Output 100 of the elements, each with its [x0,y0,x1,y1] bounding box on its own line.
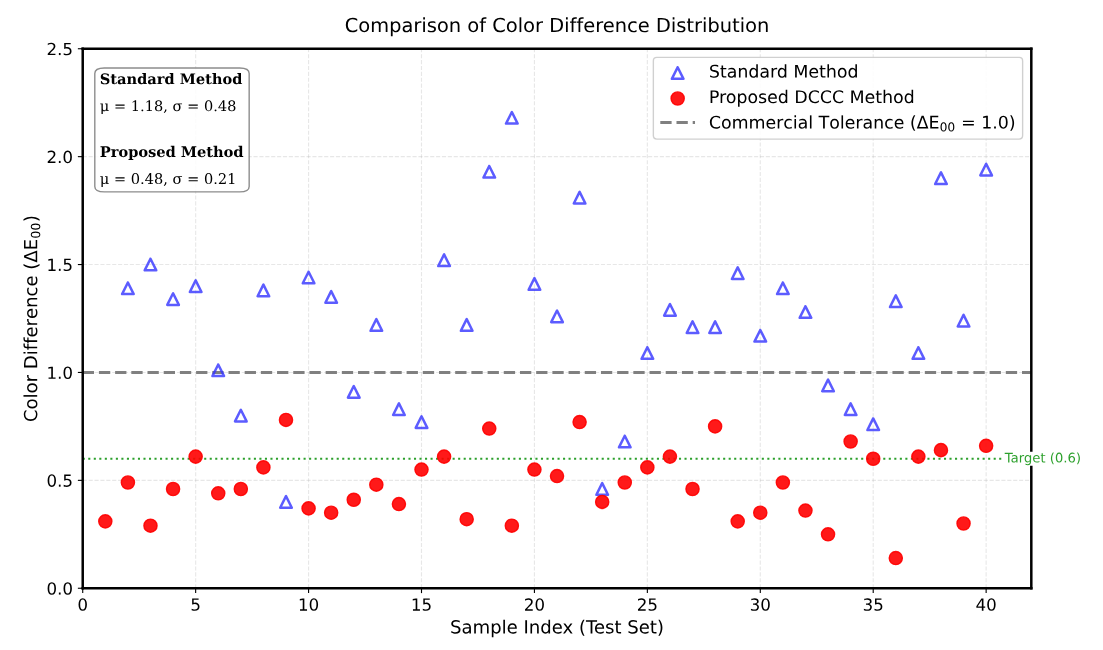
point [707,419,723,434]
point [233,481,249,497]
y-tick-label: 1.0 [48,366,72,380]
point [640,345,655,361]
annotation: Standard Method [100,73,243,85]
y-tick-label: 2.5 [47,42,72,56]
x-tick-label: 15 [412,598,431,611]
point [730,266,745,281]
point [391,402,406,417]
point [617,434,632,449]
point [956,516,971,531]
point [437,253,452,268]
x-tick-label: 5 [191,598,200,611]
point [233,408,248,423]
point [481,421,497,436]
point [414,415,429,430]
point [595,481,610,497]
point [798,503,813,518]
point [278,412,294,428]
point [324,289,339,304]
point [504,518,520,533]
point [120,281,135,296]
point [165,481,181,497]
point [256,460,271,475]
legend-label: Commercial Tolerance (ΔE$_{00}$ = 1.0) [709,115,1015,132]
annotation: Proposed Method [100,145,244,160]
x-tick-label: 25 [637,598,657,611]
point [933,442,949,458]
point [369,477,384,492]
point [188,279,203,294]
point [979,162,994,177]
y-tick-label: 0.5 [47,474,72,487]
point [549,468,565,484]
ref-line-label: Target (0.6) [1004,452,1080,466]
point [98,514,113,529]
point [594,494,610,510]
point [752,505,768,521]
x-axis-title: Sample Index (Test Set) [451,619,663,638]
annotation: μ = 0.48, σ = 0.21 [100,173,235,187]
point [730,514,745,529]
point [775,475,791,490]
point [662,449,678,464]
point [527,462,542,477]
point [572,414,587,430]
point [188,449,203,464]
point [211,363,226,378]
point [527,276,542,292]
point [414,462,429,477]
point [911,345,926,361]
x-tick-label: 20 [525,598,544,611]
legend-label: Standard Method [710,64,857,78]
point [978,438,994,454]
point [459,317,474,333]
point [843,434,858,449]
point [278,494,294,509]
point [482,164,497,179]
point [504,110,519,125]
annotation: μ = 1.18, σ = 0.48 [100,100,236,115]
point [549,309,565,324]
point [820,527,836,542]
point [301,501,316,516]
x-tick-label: 40 [976,598,996,611]
x-tick-label: 35 [863,598,883,611]
x-tick-label: 0 [78,598,87,611]
point [662,302,677,317]
point [866,417,881,432]
point [369,317,384,333]
point [640,460,655,475]
point [346,384,361,399]
point [120,475,136,490]
point [459,511,474,527]
point [323,505,339,521]
y-tick-label: 1.5 [48,258,72,272]
point [572,190,587,205]
point [775,281,790,296]
point [888,294,903,309]
point [865,451,881,467]
point [391,496,407,512]
point [166,292,181,307]
x-tick-label: 30 [750,598,770,611]
y-tick-label: 0.0 [47,582,72,595]
point [843,402,858,417]
point [820,378,836,393]
x-tick-label: 10 [299,598,319,611]
point [753,328,768,343]
point [210,486,226,501]
point [301,270,316,285]
point [436,449,452,464]
point [933,171,949,186]
y-tick-label: 2.0 [47,150,72,164]
point [685,320,700,335]
point [143,518,158,533]
point [346,492,362,508]
point [256,283,271,298]
point [708,320,723,335]
point [685,481,700,497]
legend-label: Proposed DCCC Method [710,89,914,107]
point [617,475,633,490]
chart-title: Comparison of Color Difference Distribution [345,17,768,37]
point [956,313,971,328]
